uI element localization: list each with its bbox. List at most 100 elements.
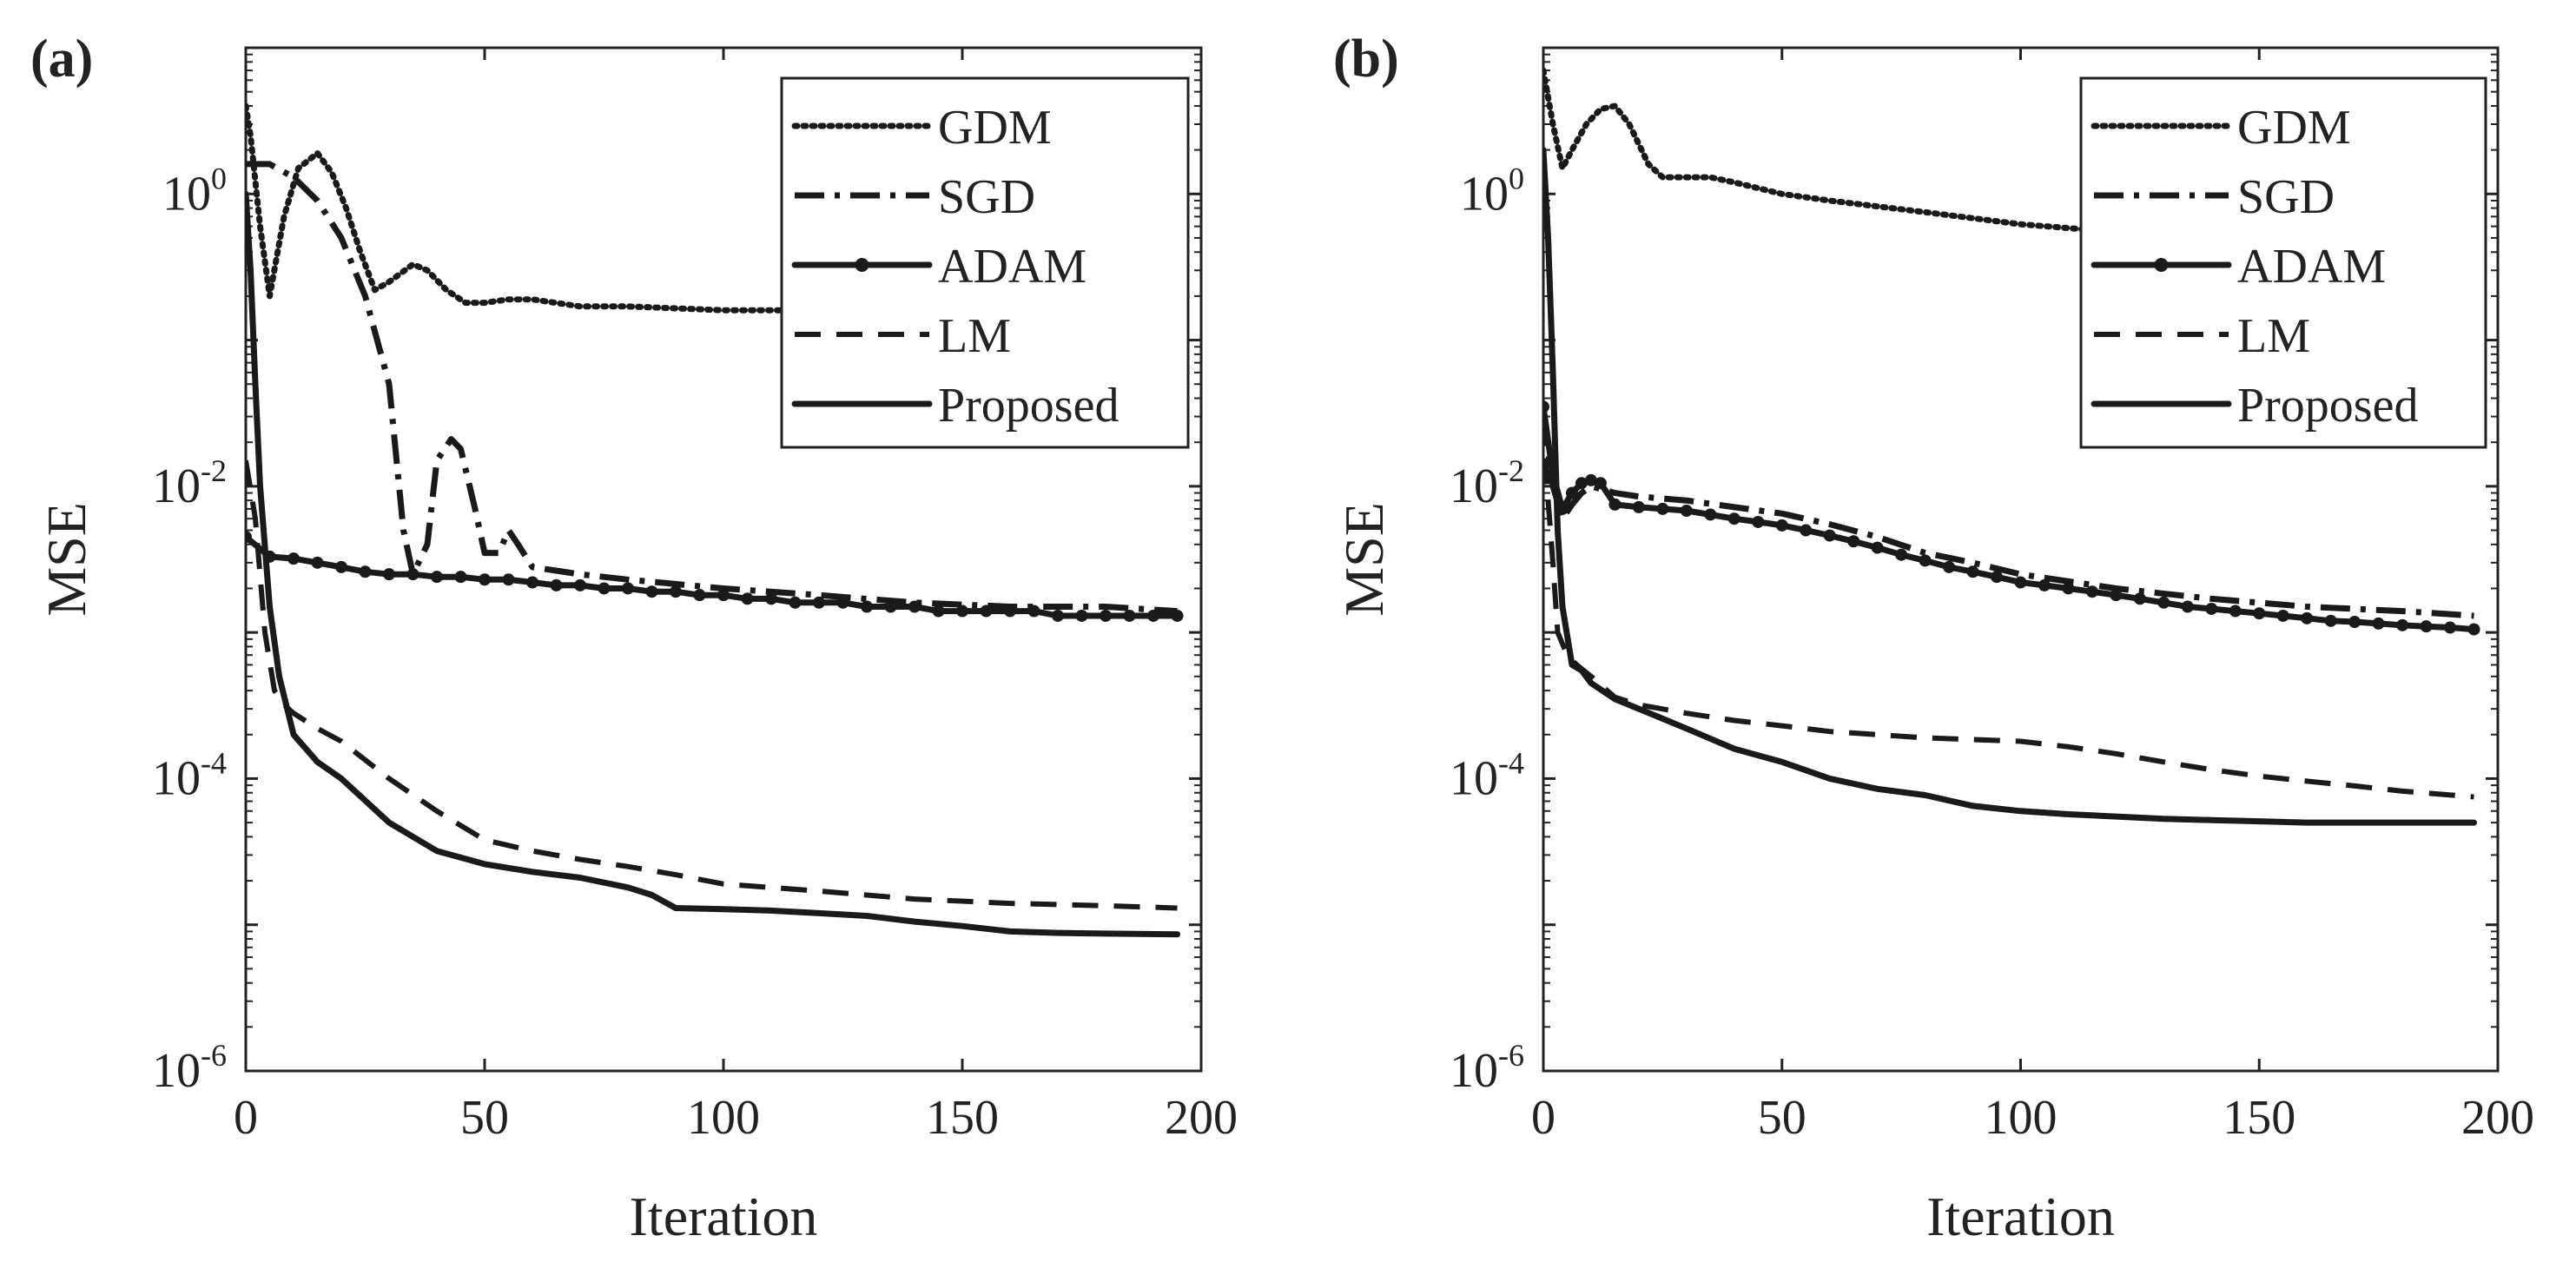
panel-a-series-adam-point: [1171, 609, 1184, 622]
panel-b-series-adam-point: [1800, 524, 1813, 537]
panel-b-series-adam-point: [2444, 621, 2457, 634]
panel-b-series-adam-point: [1966, 565, 1979, 578]
panel-a-series-adam-point: [1075, 609, 1088, 622]
panel-a-series-adam-point: [932, 605, 945, 618]
panel-b-series-adam-point: [2276, 609, 2289, 622]
panel-b-series-adam-point: [2467, 623, 2480, 636]
panel-a-y-tick-label-6: 10-6: [152, 1038, 227, 1098]
panel-a-series-adam-point: [908, 600, 921, 613]
panel-b-series-lm: [1543, 416, 2474, 800]
panel-a-series-adam-point: [884, 600, 897, 613]
panel-a-series-adam-point: [359, 565, 372, 578]
panel-b-series-adam-point: [1919, 554, 1932, 567]
panel-a-y-tick-label-4: 10-4: [152, 745, 227, 805]
panel-a-series-sgd: [246, 161, 1178, 615]
panel-b-series-adam-point: [1847, 535, 1860, 548]
panel-b-x-axis-title: Iteration: [1926, 1186, 2115, 1247]
panel-a-series-adam-point: [335, 560, 347, 573]
panel-a-series-adam-point: [502, 573, 515, 586]
panel-a-series-adam-point: [406, 568, 419, 581]
panel-b-series-adam-point: [2253, 607, 2266, 620]
panel-b-series-adam-point: [1752, 515, 1765, 528]
panel-b-y-axis-title: MSE: [1333, 502, 1395, 617]
panel-a-y-axis-title: MSE: [36, 502, 97, 617]
panel-b-series-adam-point: [1823, 529, 1836, 542]
panel-b-series-adam-point: [2420, 620, 2433, 633]
panel-a-series-adam-point: [670, 585, 682, 598]
panel-a-series-adam-point: [645, 585, 658, 598]
panel-b-y-tick-label-6: 10-6: [1450, 1038, 1524, 1098]
panel-b: 0 50 100 150 200 10-6 10-4 10-2 100 Iteration MSE (…: [1333, 30, 2534, 1247]
panel-a-x-tick-label-0: 0: [234, 1091, 258, 1145]
panel-b-x-tick-label-50: 50: [1758, 1091, 1807, 1145]
panel-b-series-adam-point: [2348, 616, 2361, 629]
panel-b-legend-label-adam: ADAM: [2237, 240, 2386, 294]
panel-b-series-adam-point: [1656, 502, 1669, 515]
panel-a-x-tick-label-150: 150: [926, 1091, 999, 1145]
panel-b-series-adam-point: [2062, 582, 2075, 595]
panel-b-y-tick-label-2: 10-2: [1450, 453, 1524, 513]
panel-b-legend-label-sgd: SGD: [2237, 170, 2335, 224]
panel-a-series-adam-point: [789, 596, 802, 609]
panel-a-series-adam-point: [574, 578, 586, 591]
panel-a-series-adam-point: [622, 582, 634, 595]
panel-a-series-adam-point: [1027, 605, 1040, 618]
panel-a-x-axis-title: Iteration: [630, 1186, 818, 1247]
panel-a-series-adam-point: [861, 600, 873, 613]
panel-b-x-tick-label-200: 200: [2461, 1091, 2534, 1145]
panel-a-legend-label-sgd: SGD: [938, 170, 1035, 224]
panel-a: 0 50 100 150 200 10-6 10-4 10-2 100 Iteration MSE (…: [30, 30, 1238, 1247]
panel-a-label: (a): [30, 30, 93, 89]
panel-a-series-adam-point: [287, 552, 300, 565]
panel-a-series-adam-point: [383, 568, 395, 581]
panel-b-series-adam-point: [1565, 486, 1578, 499]
panel-a-legend-label-adam: ADAM: [938, 240, 1087, 294]
panel-b-series-adam-point: [2396, 618, 2409, 631]
panel-a-y-tick-label-0: 100: [162, 161, 227, 221]
panel-b-series-adam-point: [2014, 576, 2027, 589]
panel-b-series-adam-point: [2038, 578, 2051, 591]
panel-b-series-adam-point: [2110, 589, 2123, 602]
panel-a-x-tick-label-100: 100: [687, 1091, 760, 1145]
panel-b-series-adam-point: [1704, 508, 1717, 521]
panel-a-legend: GDM SGD ADAM LM Proposed: [780, 76, 1190, 449]
panel-b-series-adam-point: [2181, 600, 2194, 613]
panel-b-series-adam-point: [1575, 477, 1588, 490]
panel-a-series-adam-point: [598, 582, 611, 595]
panel-a-series-adam: [246, 533, 1180, 619]
panel-b-legend-label-gdm: GDM: [2237, 101, 2351, 155]
panel-b-series-adam-point: [1727, 512, 1740, 525]
panel-b-series-adam-point: [2301, 611, 2314, 624]
panel-a-series-proposed: [246, 190, 1180, 938]
panel-a-legend-label-lm: LM: [938, 309, 1011, 363]
panel-a-x-tick-label-50: 50: [460, 1091, 509, 1145]
panel-b-legend-label-lm: LM: [2237, 309, 2310, 363]
panel-b-x-tick-label-0: 0: [1531, 1091, 1556, 1145]
panel-a-series-adam-point: [1052, 609, 1064, 622]
panel-b-y-tick-label-0: 100: [1460, 161, 1524, 221]
panel-b-series-adam-point: [1594, 477, 1607, 490]
panel-a-series-adam-point: [1123, 609, 1136, 622]
panel-a-series-adam-point: [836, 596, 849, 609]
panel-a-series-adam-point: [717, 589, 730, 602]
panel-a-x-tick-label-200: 200: [1165, 1091, 1238, 1145]
panel-a-series-adam-point: [956, 605, 968, 618]
panel-b-series-adam-point: [1543, 400, 1549, 413]
panel-b-series-adam-point: [1991, 571, 2004, 584]
panel-b-series-adam-point: [1871, 541, 1884, 554]
panel-b-series-adam-point: [2085, 585, 2098, 598]
panel-a-series-adam-point: [813, 596, 825, 609]
panel-b-series-adam-point: [2372, 617, 2385, 630]
panel-b-series-adam-point: [1895, 548, 1908, 561]
panel-a-legend-marker-adam: [855, 258, 869, 272]
panel-b-series-adam-point: [2229, 605, 2242, 618]
panel-a-series-adam-point: [980, 605, 993, 618]
panel-b-legend-marker-adam: [2154, 258, 2169, 272]
panel-a-legend-label-gdm: GDM: [938, 101, 1052, 155]
panel-a-legend-label-proposed: Proposed: [938, 379, 1119, 433]
panel-b-series-adam-point: [1632, 500, 1645, 513]
panel-b-y-tick-label-4: 10-4: [1450, 745, 1524, 805]
panel-b-series-adam-point: [2324, 614, 2337, 627]
panel-b-series-adam-point: [1680, 505, 1693, 518]
panel-a-series-adam-point: [1100, 609, 1112, 622]
